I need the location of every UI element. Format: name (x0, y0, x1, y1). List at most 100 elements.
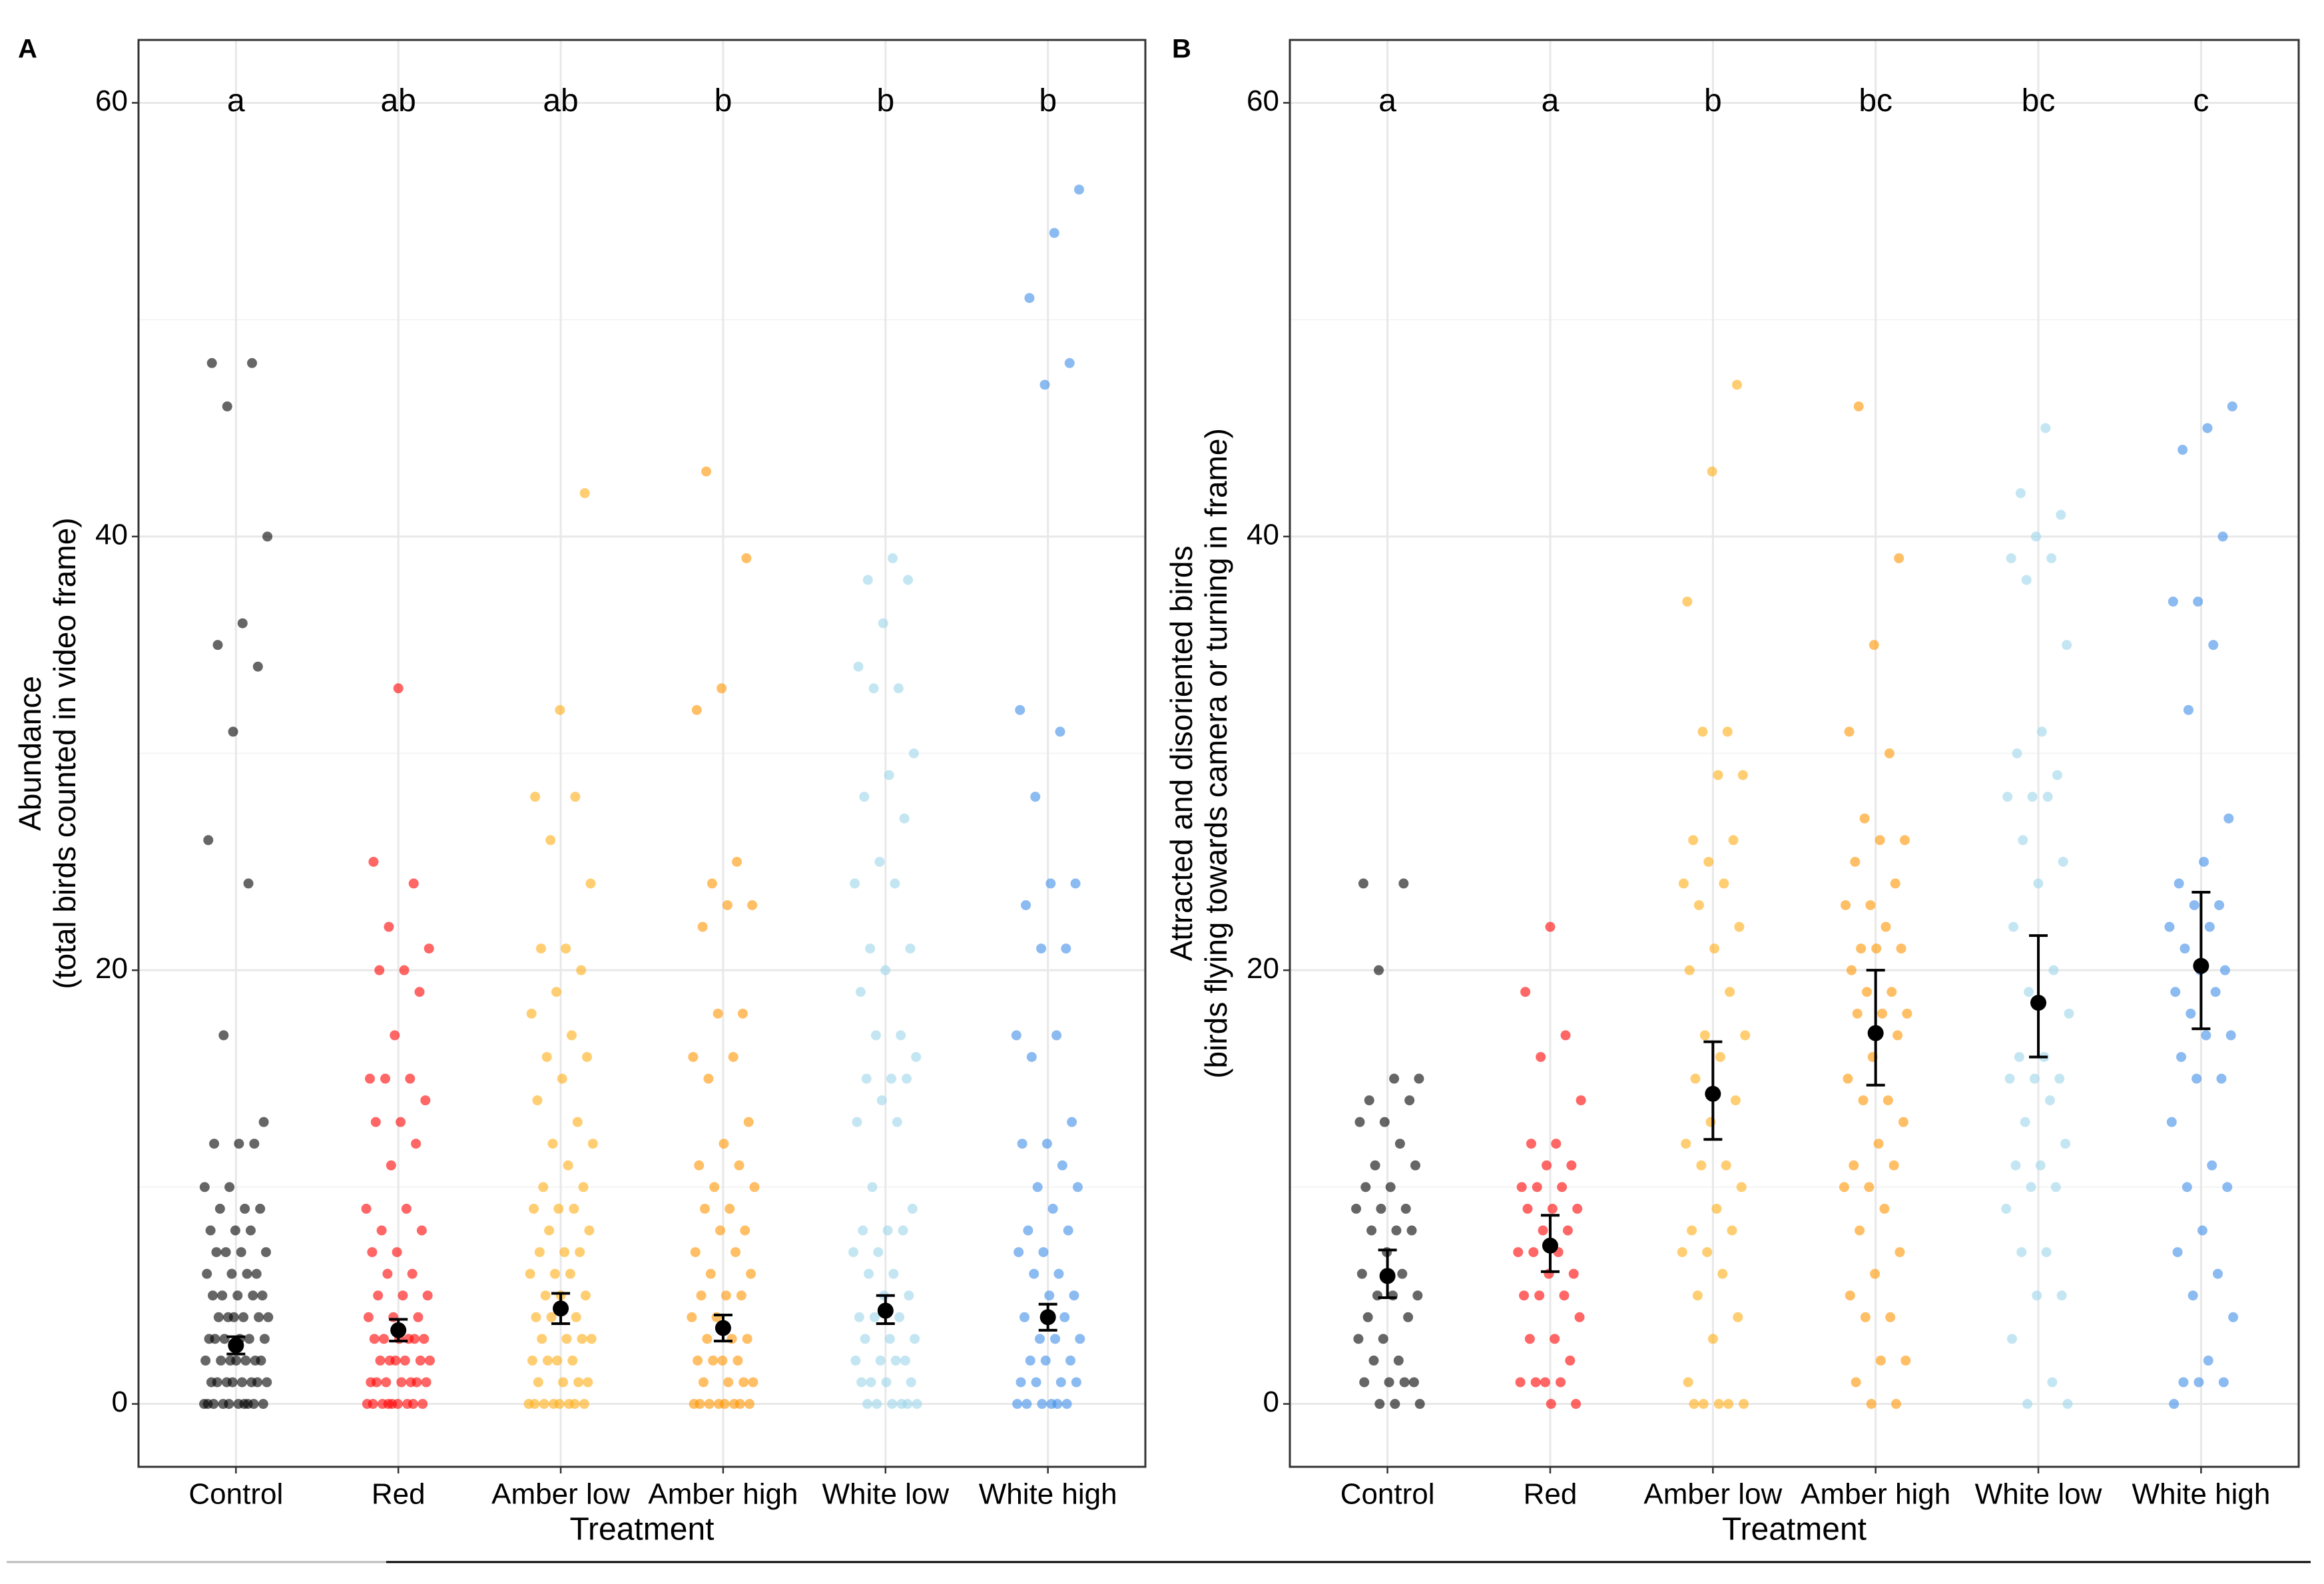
data-point (363, 1312, 374, 1322)
data-point (425, 1355, 436, 1366)
data-point (569, 1203, 579, 1214)
data-point (2169, 1399, 2179, 1410)
data-point (746, 1268, 756, 1279)
data-point (878, 618, 888, 629)
data-point (1034, 1334, 1045, 1344)
x-tick-label: Red (1524, 1478, 1578, 1511)
data-point (743, 1117, 754, 1127)
data-point (245, 1225, 256, 1236)
data-point (868, 683, 879, 694)
data-point (2029, 1073, 2040, 1084)
data-point (412, 1377, 422, 1388)
data-point (910, 1334, 920, 1344)
data-point (209, 1139, 220, 1149)
data-point (1568, 1268, 1579, 1279)
data-point (887, 1399, 898, 1410)
data-point (1902, 1008, 1912, 1019)
data-point (199, 1182, 210, 1192)
data-point (870, 1030, 881, 1041)
data-point (407, 1268, 418, 1279)
data-point (1044, 1290, 1055, 1301)
significance-letter: b (876, 83, 894, 119)
data-point (369, 1334, 380, 1344)
data-point (2219, 965, 2230, 975)
data-point (213, 1312, 224, 1322)
data-point (1049, 228, 1059, 238)
data-point (1733, 1312, 1743, 1322)
data-point (217, 1290, 228, 1301)
data-point (2050, 1182, 2061, 1192)
data-point (1728, 835, 1739, 846)
data-point (569, 1399, 580, 1410)
panel-border (137, 39, 1147, 1468)
mean-point (1542, 1237, 1558, 1254)
data-point (880, 965, 891, 975)
data-point (1849, 1160, 1859, 1171)
data-point (1869, 640, 1879, 651)
data-point (728, 1051, 738, 1062)
significance-letter: a (227, 83, 245, 119)
y-tick-label: 60 (1247, 85, 1279, 117)
data-point (577, 1334, 587, 1344)
data-point (1740, 1030, 1751, 1041)
data-point (373, 1290, 384, 1301)
data-point (893, 683, 904, 694)
x-tick-label: Control (188, 1478, 283, 1511)
data-point (1684, 965, 1695, 975)
data-point (896, 1030, 906, 1041)
data-point (905, 943, 916, 954)
x-tick-label: Amber high (648, 1478, 798, 1511)
data-point (405, 1073, 416, 1084)
data-point (370, 1117, 381, 1127)
data-point (687, 1312, 697, 1322)
data-point (1055, 726, 1065, 737)
data-point (861, 1073, 872, 1084)
data-point (1870, 1268, 1881, 1279)
data-point (2035, 1160, 2046, 1171)
data-point (537, 1334, 547, 1344)
data-point (1846, 965, 1857, 975)
data-point (585, 878, 596, 889)
data-point (1069, 1290, 1079, 1301)
data-point (547, 1139, 558, 1149)
data-point (1894, 553, 1904, 563)
data-point (1055, 1377, 1066, 1388)
data-point (876, 1095, 887, 1106)
data-point (1070, 878, 1081, 889)
data-point (1015, 704, 1025, 715)
data-point (873, 1247, 884, 1258)
data-point (741, 553, 752, 563)
data-point (2189, 900, 2199, 910)
data-point (860, 1334, 870, 1344)
data-point (2197, 1225, 2207, 1236)
data-point (1551, 1139, 1562, 1149)
data-point (1715, 1051, 1725, 1062)
data-point (1894, 1247, 1905, 1258)
data-point (2008, 922, 2019, 932)
data-point (392, 1247, 402, 1258)
data-point (1692, 1290, 1703, 1301)
data-point (1021, 1399, 1032, 1410)
data-point (886, 1073, 896, 1084)
data-point (1053, 1268, 1064, 1279)
data-point (2176, 1051, 2187, 1062)
data-point (1881, 922, 1891, 932)
data-point (2015, 488, 2026, 499)
x-tick-label: White low (822, 1478, 949, 1511)
significance-letter: c (2193, 83, 2209, 119)
data-point (1404, 1095, 1415, 1106)
data-point (534, 1247, 545, 1258)
data-point (242, 1268, 252, 1279)
data-point (2202, 423, 2213, 433)
panel-label: B (1172, 35, 1191, 64)
data-point (2020, 1117, 2030, 1127)
data-point (2217, 531, 2228, 542)
data-point (583, 1377, 593, 1388)
data-point (688, 1051, 699, 1062)
data-point (2045, 1095, 2056, 1106)
data-point (1703, 856, 1714, 867)
data-point (1566, 1160, 1577, 1171)
data-point (1688, 835, 1699, 846)
